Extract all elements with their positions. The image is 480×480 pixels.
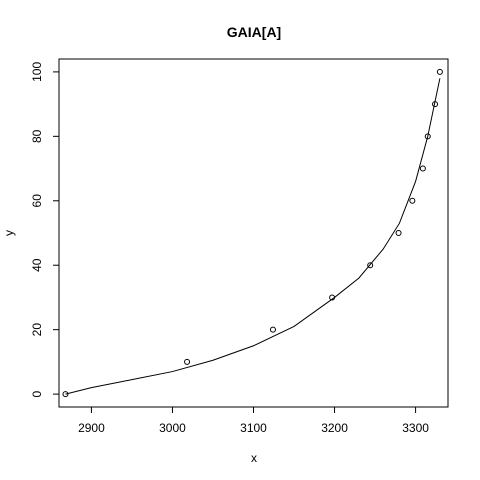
y-tick-label-60: 60: [30, 194, 44, 208]
data-point-5: [395, 230, 402, 236]
y-tick-label-0: 0: [30, 390, 44, 397]
fit-curve: [65, 78, 441, 395]
data-point-3: [329, 294, 336, 301]
data-point-4: [367, 262, 374, 269]
data-points: [62, 68, 443, 398]
x-tick-label-3000: 3000: [159, 421, 186, 435]
x-tick-label-2900: 2900: [78, 421, 105, 435]
y-axis-label: y: [2, 230, 16, 236]
x-axis-label: x: [251, 451, 257, 465]
y-tick-label-40: 40: [30, 258, 44, 272]
data-point-9: [432, 101, 439, 108]
data-point-10: [436, 68, 443, 75]
x-tick-label-3300: 3300: [402, 421, 429, 435]
x-axis: 2900 3000 3100 3200 3300: [78, 407, 429, 435]
data-point-0: [62, 391, 69, 398]
data-point-8: [424, 133, 431, 140]
y-tick-label-80: 80: [30, 129, 44, 143]
data-point-2: [269, 326, 276, 333]
x-tick-label-3200: 3200: [321, 421, 348, 435]
data-point-1: [184, 358, 191, 365]
data-point-7: [419, 165, 426, 172]
x-tick-label-3100: 3100: [240, 421, 267, 435]
chart-title: GAIA[A]: [227, 24, 281, 40]
y-tick-label-20: 20: [30, 323, 44, 337]
data-point-6: [409, 197, 416, 204]
y-axis: 0 20 40 60 80 100: [30, 62, 59, 397]
y-tick-label-100: 100: [30, 62, 44, 82]
